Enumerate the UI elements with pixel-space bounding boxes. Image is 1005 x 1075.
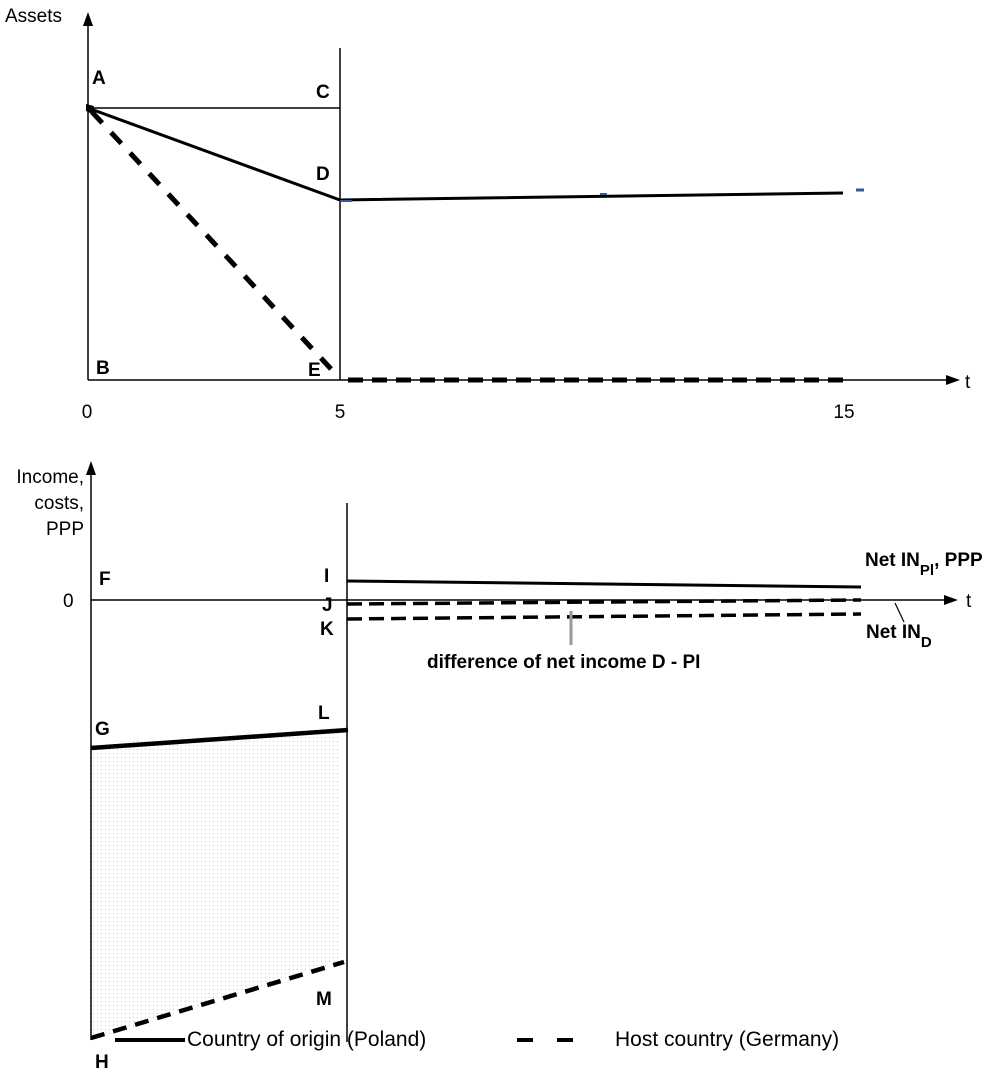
top-chart: Assets t A B C D E 0 5 15 <box>5 6 971 423</box>
assets-axis-label: Assets <box>5 6 62 27</box>
net-income-d-line-j <box>346 598 862 606</box>
net-income-pl-line <box>346 579 862 589</box>
y-axis-label-line-2: costs, <box>34 493 84 514</box>
point-g-label: G <box>95 719 110 740</box>
dashed-assets-line <box>90 110 334 372</box>
point-j-label: J <box>322 595 333 616</box>
dashed-line-swatch <box>517 1038 581 1042</box>
point-k-label: K <box>320 619 334 640</box>
net-income-d-line-k <box>346 612 862 621</box>
point-e-label: E <box>308 360 321 381</box>
top-x-axis-arrow <box>946 375 960 385</box>
x-tick-0: 0 <box>82 402 93 423</box>
difference-label: difference of net income D - PI <box>427 652 700 673</box>
point-a-label: A <box>92 68 106 89</box>
x-tick-5: 5 <box>335 402 346 423</box>
point-h-label: H <box>95 1052 109 1073</box>
point-a-marker <box>86 104 94 114</box>
solid-assets-line <box>87 106 844 202</box>
net-income-pl-label: Net INPl, PPP <box>865 550 983 579</box>
top-y-axis-arrow <box>83 12 93 26</box>
point-b-label: B <box>96 358 110 379</box>
y-axis-label-line-1: Income, <box>16 467 84 488</box>
top-x-axis-label: t <box>965 372 971 393</box>
legend-item-poland: Country of origin (Poland) <box>115 1028 426 1052</box>
cost-line-poland <box>90 727 349 751</box>
legend-label-germany: Host country (Germany) <box>615 1028 840 1051</box>
legend: Country of origin (Poland) Host country … <box>110 1028 960 1064</box>
solid-line-swatch <box>115 1038 185 1042</box>
cost-line-germany <box>90 959 345 1041</box>
zero-label: 0 <box>63 591 74 612</box>
bottom-x-axis-label: t <box>966 591 972 612</box>
point-i-label: I <box>324 566 329 587</box>
x-tick-15: 15 <box>833 402 854 423</box>
bottom-y-axis-arrow <box>86 461 96 475</box>
point-c-label: C <box>316 82 330 103</box>
point-l-label: L <box>318 703 330 724</box>
bottom-x-axis-arrow <box>944 595 958 605</box>
point-f-label: F <box>99 569 111 590</box>
shaded-cost-area <box>91 730 340 1040</box>
bottom-chart: Income, costs, PPP t 0 F G H I J K L M N… <box>16 461 983 1073</box>
legend-item-germany: Host country (Germany) <box>517 1028 839 1052</box>
legend-label-poland: Country of origin (Poland) <box>187 1028 427 1051</box>
net-income-d-label: Net IND <box>866 622 932 651</box>
y-axis-label-line-3: PPP <box>46 519 84 540</box>
net-in-d-pointer <box>894 602 905 623</box>
point-m-label: M <box>316 989 332 1010</box>
point-d-label: D <box>316 164 330 185</box>
